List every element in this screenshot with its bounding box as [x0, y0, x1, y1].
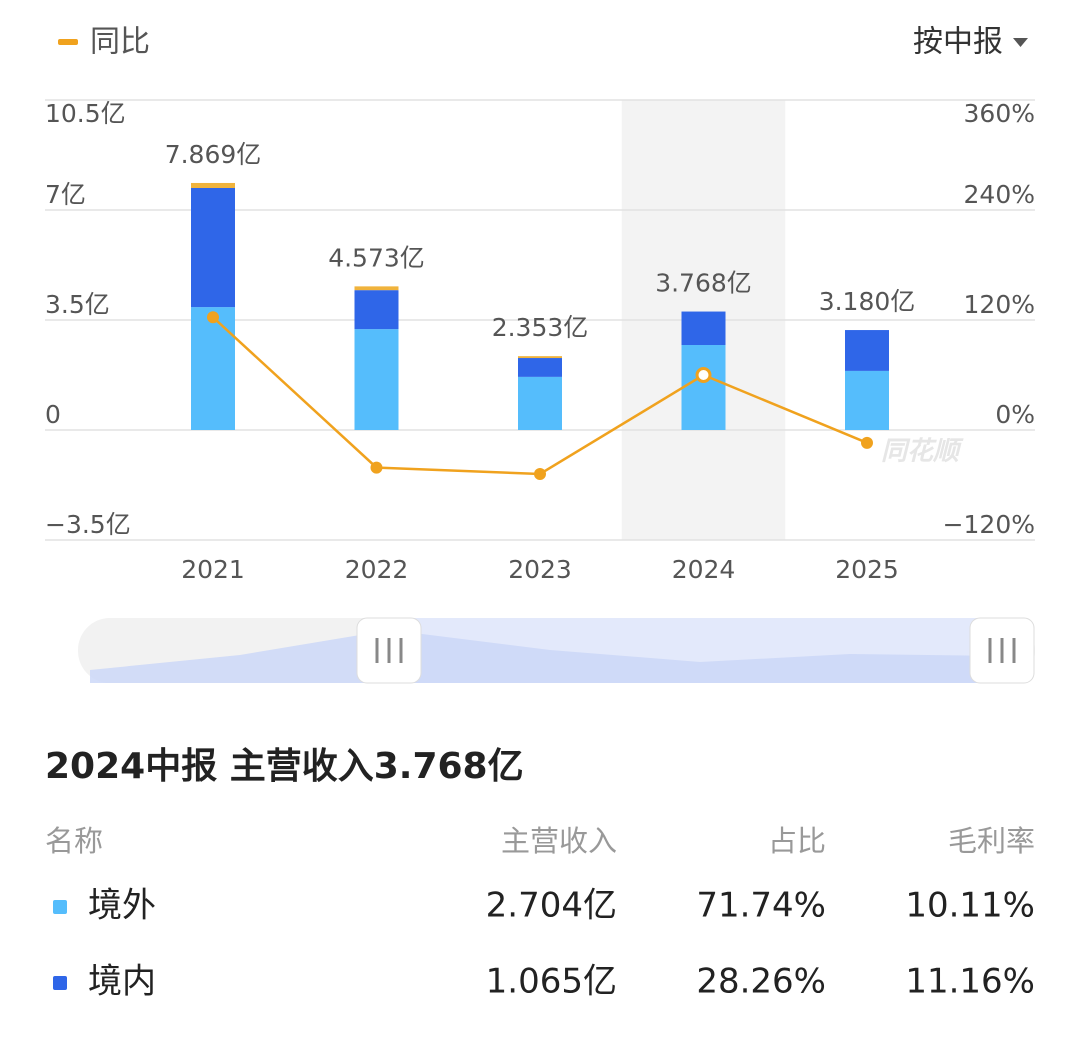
row-name: 境外	[88, 886, 156, 926]
table-header: 主营收入	[501, 824, 617, 858]
bar-segment	[681, 311, 726, 346]
bar-label: 4.573亿	[328, 243, 425, 272]
range-slider[interactable]	[78, 617, 1035, 684]
line-point	[370, 461, 383, 474]
bar-segment	[845, 370, 889, 430]
x-tick-label: 2024	[672, 555, 736, 584]
row-swatch	[53, 976, 67, 990]
bar-segment	[191, 182, 235, 188]
y-tick-label: 7亿	[45, 180, 86, 209]
table-cell: 28.26%	[696, 962, 826, 1002]
y2-tick-label: 240%	[964, 180, 1035, 209]
y2-tick-label: −120%	[943, 510, 1035, 539]
x-tick-label: 2023	[508, 555, 572, 584]
x-tick-label: 2021	[181, 555, 245, 584]
row-name: 境内	[88, 962, 156, 1002]
bar-segment	[518, 376, 562, 430]
table-cell: 11.16%	[905, 962, 1035, 1002]
bar-segment	[518, 356, 562, 359]
handle-grip	[988, 638, 1016, 663]
y2-tick-label: 360%	[964, 99, 1035, 128]
line-point	[534, 468, 546, 480]
bar-label: 2.353亿	[492, 313, 589, 342]
bar-label: 3.180亿	[819, 287, 916, 316]
detail-title: 2024中报 主营收入3.768亿	[45, 746, 524, 787]
bar-segment	[845, 330, 889, 371]
y-tick-label: 10.5亿	[45, 99, 126, 128]
bar-segment	[354, 290, 399, 330]
bar-segment	[191, 188, 235, 308]
period-selector[interactable]: 按中报	[913, 25, 1003, 60]
legend-label: 同比	[90, 25, 150, 60]
table-cell: 1.065亿	[486, 962, 617, 1002]
table-cell: 10.11%	[905, 886, 1035, 926]
bar-segment	[681, 345, 726, 430]
table-cell: 71.74%	[696, 886, 826, 926]
handle-grip	[375, 638, 403, 663]
slider-preview	[90, 630, 1003, 683]
bar-segment	[191, 307, 235, 430]
table-header: 占比	[768, 824, 826, 858]
line-point	[861, 436, 873, 449]
table-cell: 2.704亿	[486, 886, 617, 926]
y-tick-label: 3.5亿	[45, 290, 110, 319]
bar-label: 7.869亿	[165, 140, 262, 169]
bar-segment	[518, 358, 562, 377]
line-point	[207, 311, 219, 324]
y-tick-label: 0	[45, 400, 61, 429]
legend-swatch	[58, 39, 78, 45]
y2-tick-label: 120%	[964, 290, 1035, 319]
bar-segment	[354, 286, 399, 291]
bar-label: 3.768亿	[655, 269, 752, 298]
line-point	[695, 367, 712, 383]
y-tick-label: −3.5亿	[45, 510, 131, 539]
row-swatch	[53, 900, 67, 914]
watermark: 同花顺	[881, 437, 964, 467]
table-header: 名称	[45, 824, 103, 858]
x-tick-label: 2025	[835, 555, 899, 584]
table-header: 毛利率	[948, 824, 1035, 858]
y2-tick-label: 0%	[995, 400, 1035, 429]
dropdown-arrow[interactable]	[1013, 38, 1028, 47]
bar-segment	[354, 329, 399, 430]
x-tick-label: 2022	[345, 555, 409, 584]
